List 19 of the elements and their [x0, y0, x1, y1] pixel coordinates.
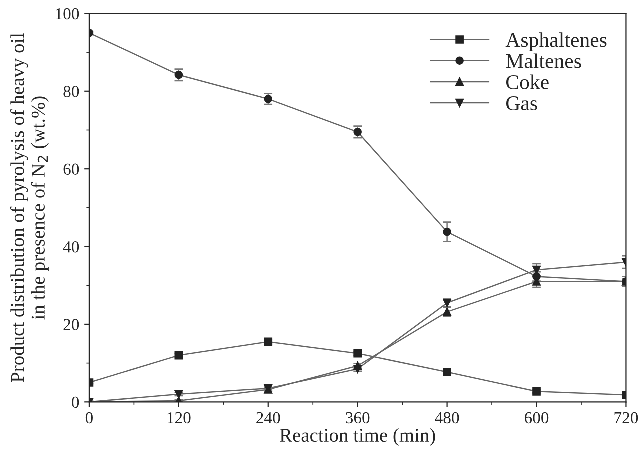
x-tick-label: 240 — [256, 412, 280, 424]
x-tick-label: 600 — [524, 412, 549, 424]
x-tick-label: 720 — [614, 412, 638, 424]
x-tick-label: 360 — [346, 412, 370, 424]
y-axis-title: Product distribution of pyrolysis of heavy oil in the presence of N$_{2}$ (wt.%) — [10, 33, 49, 382]
y-tick-label: 20 — [64, 319, 80, 330]
x-tick-label: 0 — [86, 412, 93, 424]
x-tick-label: 120 — [168, 412, 191, 424]
y-tick-label: 0 — [72, 396, 80, 408]
y-tick-label: 100 — [56, 8, 80, 20]
y-tick-label: 60 — [64, 164, 80, 176]
legend-label: Asphaltenes — [506, 32, 607, 52]
x-axis-title: Reaction time (min) — [280, 428, 436, 446]
legend-label: Maltenes — [506, 54, 582, 68]
legend-label: Gas — [506, 96, 538, 111]
legend-label: Coke — [506, 74, 549, 90]
y-tick-label: 80 — [64, 86, 80, 98]
x-tick-label: 480 — [435, 412, 460, 424]
y-tick-label: 40 — [63, 241, 80, 253]
